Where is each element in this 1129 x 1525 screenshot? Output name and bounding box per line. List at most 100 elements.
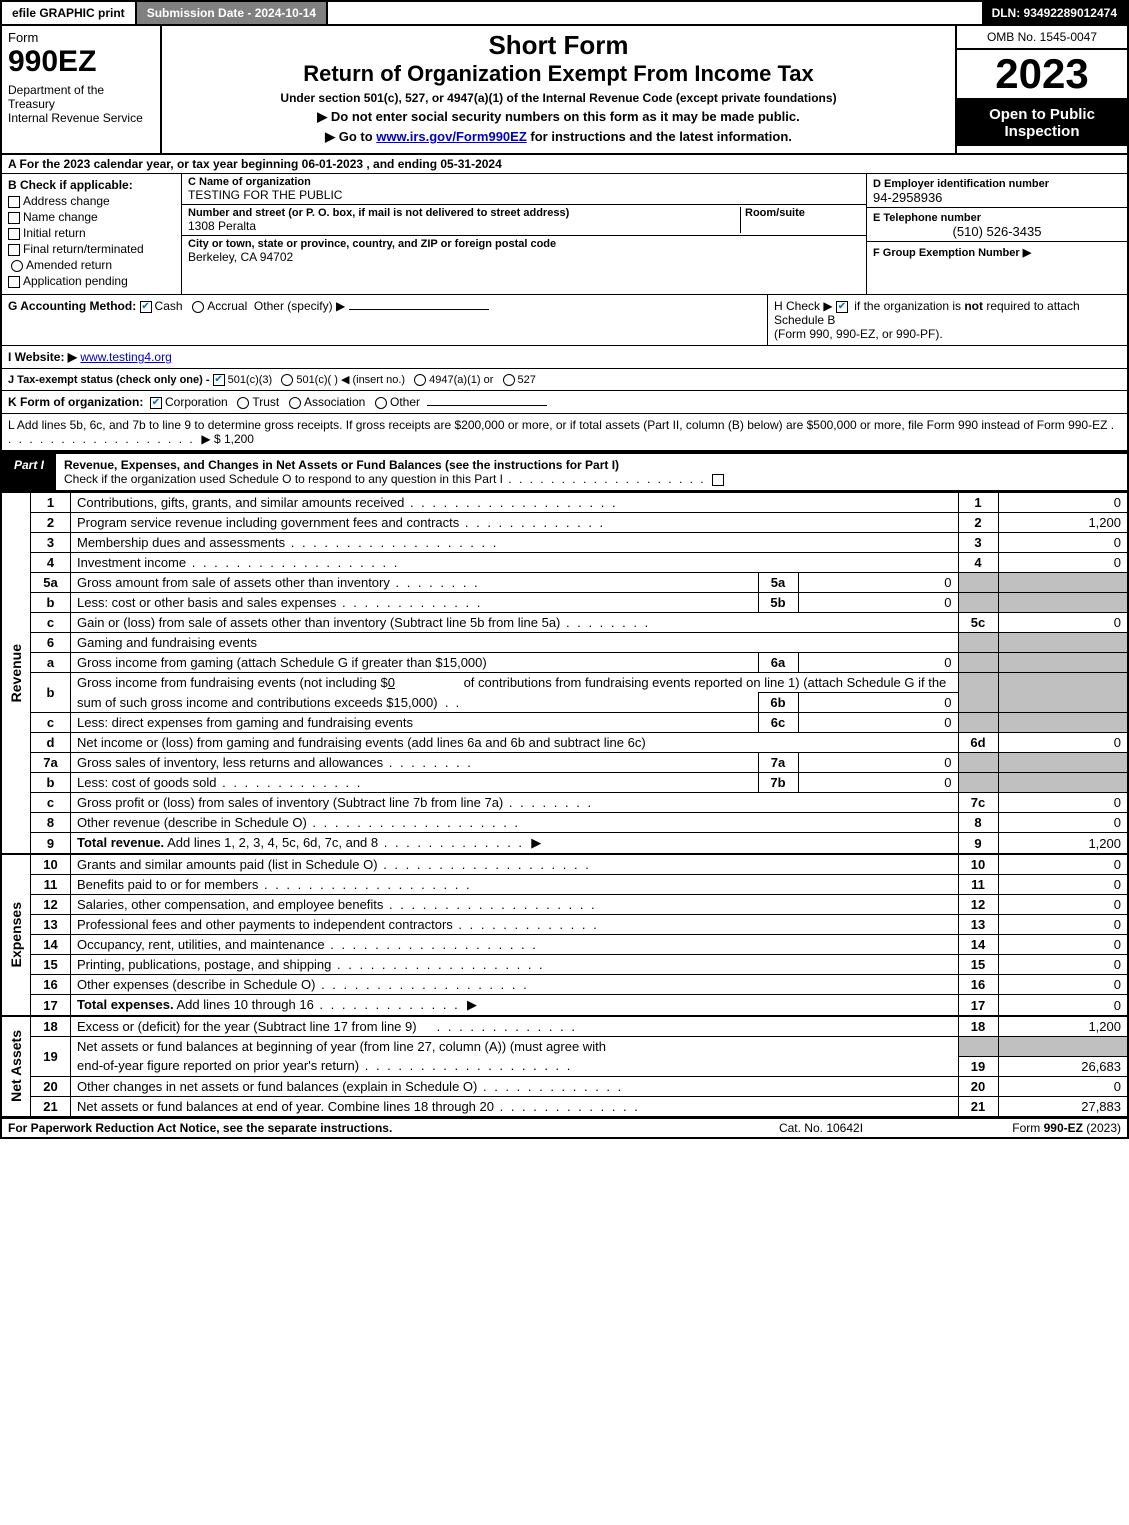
desc-3: Membership dues and assessments — [71, 533, 959, 553]
chk-schedule-b-not-required[interactable] — [836, 301, 848, 313]
ln-8: 8 — [31, 813, 71, 833]
part-1-title-text: Revenue, Expenses, and Changes in Net As… — [64, 458, 619, 472]
chk-address-change[interactable]: Address change — [8, 194, 175, 208]
chk-schedule-o-part1[interactable] — [712, 474, 724, 486]
desc-6b-2: sum of such gross income and contributio… — [71, 693, 759, 713]
desc-7c: Gross profit or (loss) from sales of inv… — [71, 793, 959, 813]
ln-5c: c — [31, 613, 71, 633]
ln-7b: b — [31, 773, 71, 793]
return-title: Return of Organization Exempt From Incom… — [170, 61, 947, 87]
sn-18: 18 — [958, 1016, 998, 1037]
desc-17: Total expenses. Add lines 10 through 16 … — [71, 995, 959, 1017]
part-1-table: Revenue 1 Contributions, gifts, grants, … — [0, 492, 1129, 1117]
ln-12: 12 — [31, 895, 71, 915]
section-def: D Employer identification number 94-2958… — [867, 174, 1127, 294]
ln-1: 1 — [31, 493, 71, 513]
ln-5b: b — [31, 593, 71, 613]
part-1-sub: Check if the organization used Schedule … — [64, 472, 1119, 486]
chk-corporation[interactable] — [150, 397, 162, 409]
chk-name-change[interactable]: Name change — [8, 210, 175, 224]
iln-7b: 7b — [758, 773, 798, 793]
sn-10: 10 — [958, 854, 998, 875]
desc-13: Professional fees and other payments to … — [71, 915, 959, 935]
ln-11: 11 — [31, 875, 71, 895]
chk-application-pending[interactable]: Application pending — [8, 274, 175, 288]
efile-print-button[interactable]: efile GRAPHIC print — [2, 2, 137, 24]
ln-16: 16 — [31, 975, 71, 995]
section-l: L Add lines 5b, 6c, and 7b to line 9 to … — [0, 413, 1129, 452]
amt-21: 27,883 — [998, 1096, 1128, 1116]
iamt-5b: 0 — [798, 593, 958, 613]
chk-accrual[interactable] — [192, 301, 204, 313]
desc-6a: Gross income from gaming (attach Schedul… — [71, 653, 759, 673]
chk-other-org[interactable] — [375, 397, 387, 409]
desc-7a: Gross sales of inventory, less returns a… — [71, 753, 759, 773]
chk-501c[interactable] — [281, 374, 293, 386]
header-right: OMB No. 1545-0047 2023 Open to Public In… — [957, 26, 1127, 153]
h-text2: if the organization is — [854, 299, 964, 313]
amt-7b-shade — [998, 773, 1128, 793]
part-1-title: Revenue, Expenses, and Changes in Net As… — [56, 454, 1127, 490]
omb-number: OMB No. 1545-0047 — [957, 26, 1127, 50]
iln-6b: 6b — [758, 693, 798, 713]
ln-14: 14 — [31, 935, 71, 955]
chk-cash[interactable] — [140, 301, 152, 313]
j-4947: 4947(a)(1) or — [429, 374, 493, 386]
iamt-7a: 0 — [798, 753, 958, 773]
chk-initial-return[interactable]: Initial return — [8, 226, 175, 240]
k-other-input[interactable] — [427, 405, 547, 406]
amt-9: 1,200 — [998, 833, 1128, 855]
sn-7b-shade — [958, 773, 998, 793]
ln-6c: c — [31, 713, 71, 733]
desc-6d: Net income or (loss) from gaming and fun… — [71, 733, 959, 753]
sn-6b-shade — [958, 673, 998, 713]
sn-9: 9 — [958, 833, 998, 855]
irs-link[interactable]: www.irs.gov/Form990EZ — [376, 129, 527, 144]
iamt-6a: 0 — [798, 653, 958, 673]
chk-amended-return[interactable]: Amended return — [8, 258, 175, 272]
sn-7a-shade — [958, 753, 998, 773]
j-527: 527 — [518, 374, 536, 386]
chk-association[interactable] — [289, 397, 301, 409]
chk-trust[interactable] — [237, 397, 249, 409]
open-to-public: Open to Public Inspection — [957, 98, 1127, 146]
c-city-label: City or town, state or province, country… — [188, 238, 860, 250]
amt-2: 1,200 — [998, 513, 1128, 533]
under-section: Under section 501(c), 527, or 4947(a)(1)… — [170, 91, 947, 105]
iln-5a: 5a — [758, 573, 798, 593]
org-name: TESTING FOR THE PUBLIC — [188, 188, 342, 202]
chk-final-return[interactable]: Final return/terminated — [8, 242, 175, 256]
website-link[interactable]: www.testing4.org — [80, 350, 171, 364]
sn-1: 1 — [958, 493, 998, 513]
j-501c: 501(c)( ) ◀ (insert no.) — [296, 374, 405, 386]
ln-3: 3 — [31, 533, 71, 553]
ln-18: 18 — [31, 1016, 71, 1037]
form-number: 990EZ — [8, 45, 154, 79]
k-assoc: Association — [304, 395, 365, 409]
l-amount: ▶ $ 1,200 — [201, 432, 254, 446]
amt-14: 0 — [998, 935, 1128, 955]
c-room-label: Room/suite — [745, 207, 860, 219]
amt-16: 0 — [998, 975, 1128, 995]
g-other-input[interactable] — [349, 309, 489, 310]
submission-date: Submission Date - 2024-10-14 — [137, 2, 328, 24]
desc-19-2: end-of-year figure reported on prior yea… — [71, 1056, 959, 1076]
amt-5a-shade — [998, 573, 1128, 593]
iamt-6b: 0 — [798, 693, 958, 713]
ln-21: 21 — [31, 1096, 71, 1116]
amt-4: 0 — [998, 553, 1128, 573]
section-b: B Check if applicable: Address change Na… — [2, 174, 182, 294]
desc-6: Gaming and fundraising events — [71, 633, 959, 653]
chk-501c3[interactable] — [213, 374, 225, 386]
sn-21: 21 — [958, 1096, 998, 1116]
amt-6b-shade — [998, 673, 1128, 713]
amt-19: 26,683 — [998, 1056, 1128, 1076]
chk-4947[interactable] — [414, 374, 426, 386]
sn-3: 3 — [958, 533, 998, 553]
desc-12: Salaries, other compensation, and employ… — [71, 895, 959, 915]
revenue-section-label: Revenue — [1, 493, 31, 855]
sn-15: 15 — [958, 955, 998, 975]
desc-6c: Less: direct expenses from gaming and fu… — [71, 713, 759, 733]
chk-527[interactable] — [503, 374, 515, 386]
desc-10: Grants and similar amounts paid (list in… — [71, 854, 959, 875]
